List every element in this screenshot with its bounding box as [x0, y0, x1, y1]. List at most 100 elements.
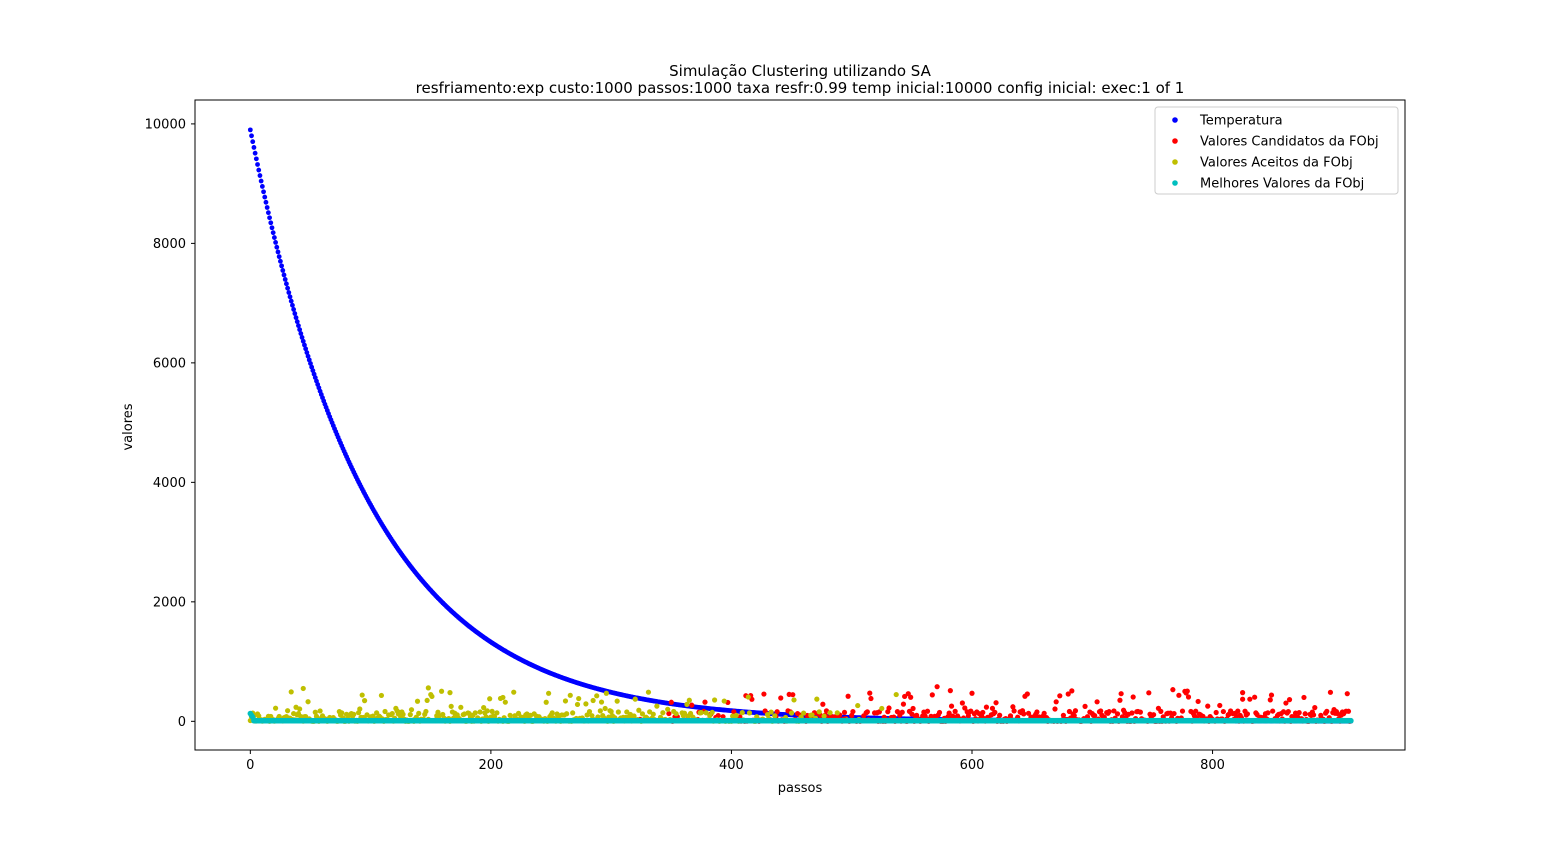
candidate-point — [1327, 689, 1334, 695]
candidate-point — [1252, 694, 1258, 700]
candidate-point — [993, 700, 999, 706]
accepted-point — [712, 697, 718, 703]
candidate-point — [1098, 708, 1104, 714]
accepted-point — [821, 713, 827, 719]
candidate-point — [1244, 711, 1251, 717]
legend-marker — [1172, 138, 1178, 144]
candidate-point — [867, 690, 873, 696]
candidate-point — [761, 691, 767, 697]
accepted-point — [879, 705, 885, 712]
temperature-point — [251, 145, 257, 150]
accepted-point — [814, 696, 820, 702]
candidate-point — [1010, 704, 1016, 710]
candidate-point — [969, 690, 975, 696]
accepted-point — [654, 703, 660, 709]
temperature-point — [279, 263, 284, 269]
accepted-point — [458, 704, 464, 710]
candidate-point — [1111, 708, 1117, 714]
legend-marker — [1172, 180, 1178, 186]
candidate-point — [1130, 694, 1136, 700]
accepted-point — [597, 708, 603, 714]
candidate-point — [1240, 690, 1246, 696]
candidate-point — [1267, 697, 1273, 703]
x-axis: 0 200 400 600 800 — [246, 750, 1225, 773]
temperature-point — [249, 133, 254, 139]
accepted-point — [425, 685, 431, 691]
accepted-point — [477, 709, 483, 715]
temperature-point — [264, 205, 270, 210]
accepted-point — [645, 689, 652, 695]
temperature-point — [250, 139, 256, 145]
candidate-point — [1301, 694, 1307, 701]
temperature-point — [274, 244, 280, 250]
candidate-point — [841, 709, 848, 716]
temperature-point — [282, 277, 288, 282]
candidate-point — [1205, 703, 1211, 709]
temperature-point — [296, 323, 301, 329]
y-tick-label: 8000 — [153, 237, 186, 252]
temperature-point — [303, 346, 309, 352]
accepted-point — [615, 709, 621, 715]
y-tick-label: 4000 — [153, 476, 186, 491]
temperature-point — [298, 331, 304, 336]
temperature-point — [297, 327, 303, 333]
candidate-point — [715, 712, 721, 719]
accepted-point — [317, 708, 323, 714]
candidate-point — [1094, 699, 1100, 705]
candidate-point — [1114, 711, 1121, 717]
candidate-point — [952, 708, 958, 714]
accepted-point — [608, 708, 614, 715]
candidate-point — [1065, 691, 1071, 697]
candidate-point — [1296, 710, 1302, 716]
candidate-point — [902, 693, 908, 700]
best-value-point — [1348, 717, 1354, 724]
candidate-point — [1193, 708, 1199, 714]
accepted-point — [567, 692, 573, 698]
candidate-point — [1318, 712, 1324, 718]
accepted-point — [745, 694, 751, 700]
candidate-point — [850, 708, 856, 715]
candidate-point — [1286, 697, 1293, 703]
accepted-point — [484, 708, 490, 714]
candidate-point — [1240, 696, 1246, 702]
accepted-point — [598, 699, 605, 705]
accepted-point — [438, 688, 445, 694]
temperature-point — [293, 315, 299, 321]
temperature-point — [263, 199, 269, 205]
temperature-point — [281, 272, 287, 278]
accepted-point — [746, 710, 753, 716]
accepted-point — [424, 697, 430, 704]
legend-label: Valores Candidatos da FObj — [1200, 135, 1379, 150]
accepted-point — [576, 695, 582, 702]
candidate-point — [946, 710, 952, 716]
candidate-point — [820, 701, 826, 707]
candidate-point — [689, 702, 695, 708]
accepted-point — [650, 711, 656, 717]
temperature-point — [261, 189, 266, 195]
x-tick-label: 200 — [478, 758, 503, 773]
accepted-point — [855, 702, 861, 709]
accepted-point — [614, 698, 620, 704]
accepted-point — [448, 703, 454, 709]
candidate-point — [948, 703, 955, 709]
accepted-point — [574, 701, 581, 708]
temperature-point — [259, 184, 265, 189]
candidate-point — [1283, 700, 1289, 706]
accepted-point — [511, 689, 517, 695]
temperature-point — [280, 268, 286, 273]
candidate-point — [1302, 711, 1308, 717]
legend-marker — [1172, 159, 1178, 165]
accepted-point — [594, 693, 600, 699]
candidate-point — [1021, 711, 1027, 717]
candidate-point — [924, 708, 931, 714]
temperature-point — [276, 254, 282, 260]
chart-title: Simulação Clustering utilizando SA — [669, 62, 931, 80]
temperature-point — [294, 319, 300, 325]
candidate-point — [1184, 688, 1190, 694]
x-tick-label: 600 — [960, 758, 985, 773]
candidate-point — [864, 709, 870, 715]
accepted-point — [312, 709, 318, 715]
candidate-point — [1117, 697, 1123, 703]
